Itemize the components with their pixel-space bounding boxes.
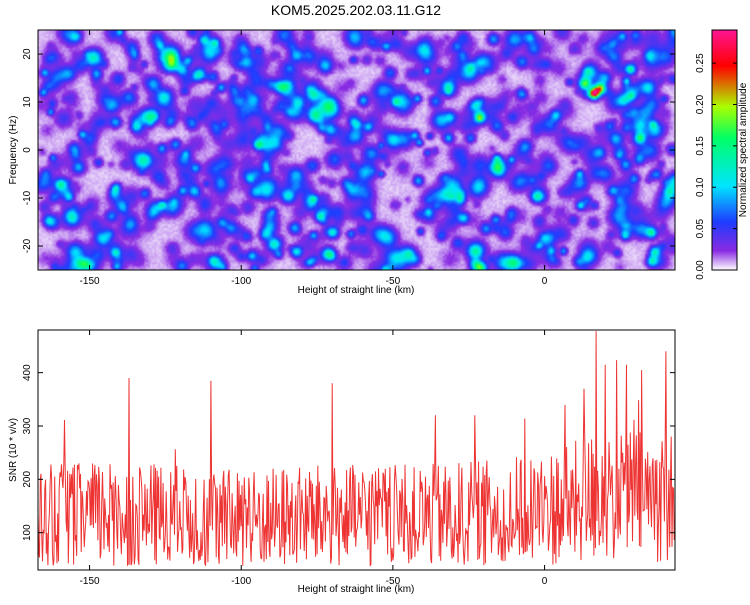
- spectrogram-x-tick-label: 0: [542, 276, 548, 287]
- spectrogram-y-axis: -20 -10 0 10 20: [22, 48, 675, 253]
- spectrogram-x-tick-label: -50: [386, 276, 401, 287]
- colorbar-frame: [711, 29, 738, 271]
- spectrogram-y-tick-label: 0: [22, 147, 33, 153]
- spectrogram-image: [38, 30, 675, 270]
- spectrogram-x-axis: -150 -100 -50 0: [80, 30, 548, 287]
- spectrogram-y-label: Frequency (Hz): [8, 116, 19, 185]
- spectrogram-x-tick-label: -150: [80, 276, 100, 287]
- snr-panel: -150 -100 -50 0 100 200 300 400 Height of stra…: [8, 329, 676, 595]
- snr-x-tick-label: -150: [80, 576, 100, 587]
- snr-x-tick-label: -50: [386, 576, 401, 587]
- colorbar: 0.00 0.05 0.10 0.15 0.20 0.25 Normalized spec…: [695, 29, 749, 280]
- snr-y-tick-label: 200: [22, 471, 33, 488]
- figure-title: KOM5.2025.202.03.11.G12: [271, 2, 441, 18]
- colorbar-tick-label: 0.10: [695, 177, 706, 197]
- snr-y-tick-label: 400: [22, 364, 33, 381]
- snr-x-tick-label: -100: [231, 576, 251, 587]
- snr-y-tick-label: 300: [22, 417, 33, 434]
- spectrogram-x-tick-label: -100: [231, 276, 251, 287]
- colorbar-gradient: [712, 30, 737, 270]
- colorbar-tick-label: 0.15: [695, 136, 706, 156]
- spectrogram-y-tick-label: -20: [22, 238, 33, 253]
- spectrogram-y-tick-label: -10: [22, 190, 33, 205]
- snr-y-axis: 100 200 300 400: [22, 364, 675, 541]
- colorbar-axis: 0.00 0.05 0.10 0.15 0.20 0.25: [695, 53, 737, 280]
- spectrogram-y-tick-label: 10: [22, 96, 33, 108]
- snr-x-label: Height of straight line (km): [298, 584, 415, 595]
- colorbar-tick-label: 0.25: [695, 53, 706, 73]
- colorbar-tick-label: 0.05: [695, 218, 706, 238]
- colorbar-tick-label: 0.20: [695, 94, 706, 114]
- snr-frame: [37, 329, 676, 571]
- colorbar-label: Normalized spectral amplitude: [738, 82, 749, 217]
- spectrogram-y-tick-label: 20: [22, 48, 33, 60]
- snr-series-line: [37, 331, 676, 567]
- snr-y-label: SNR (10 * v/v): [8, 418, 19, 482]
- snr-x-tick-label: 0: [542, 576, 548, 587]
- snr-y-tick-label: 100: [22, 524, 33, 541]
- spectrogram-x-label: Height of straight line (km): [298, 285, 415, 296]
- colorbar-tick-label: 0.00: [695, 260, 706, 280]
- snr-x-axis: -150 -100 -50 0: [80, 330, 548, 587]
